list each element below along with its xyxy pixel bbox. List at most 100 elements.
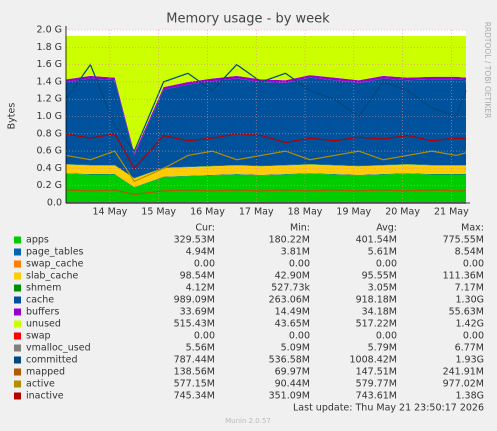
- stat-value: 6.77M: [455, 343, 484, 354]
- stat-value: 0.00: [289, 331, 310, 342]
- stat-value: 3.05M: [368, 283, 397, 294]
- line: [65, 189, 466, 195]
- stats-header: Max:: [461, 223, 484, 234]
- stat-value: 241.91M: [443, 367, 484, 378]
- stat-value: 0.00: [376, 331, 397, 342]
- area: [66, 173, 466, 188]
- stat-value: 351.09M: [269, 391, 310, 402]
- legend-label: inactive: [26, 391, 64, 402]
- y-axis-label: Bytes: [7, 103, 18, 130]
- x-tick-label: 18 May: [288, 207, 323, 218]
- x-tick-label: 20 May: [385, 207, 420, 218]
- stat-value: 0.00: [289, 259, 310, 270]
- area: [66, 164, 466, 187]
- chart-title: Memory usage - by week: [166, 12, 330, 27]
- stats-header: Min:: [290, 223, 310, 234]
- stat-value: 1.42G: [455, 319, 484, 330]
- y-tick-label: 1.6 G: [37, 59, 63, 70]
- stat-value: 5.56M: [186, 343, 215, 354]
- stat-value: 1.38G: [455, 391, 484, 402]
- legend-swatch: [14, 356, 21, 364]
- stat-value: 329.53M: [174, 235, 215, 246]
- legend-label: cache: [26, 295, 54, 306]
- legend-label: active: [26, 379, 55, 390]
- legend-label: swap_cache: [26, 259, 84, 270]
- stat-value: 1.30G: [455, 295, 484, 306]
- legend-swatch: [14, 236, 21, 244]
- stats-header: Avg:: [376, 223, 397, 234]
- legend-label: buffers: [26, 307, 59, 318]
- legend-label: page_tables: [26, 247, 84, 258]
- stat-value: 536.58M: [269, 355, 310, 366]
- y-tick-label: 0.4 G: [37, 163, 63, 174]
- area: [66, 77, 466, 179]
- x-tick-label: 16 May: [190, 207, 225, 218]
- legend-swatch: [14, 248, 21, 256]
- stat-value: 4.94M: [186, 247, 215, 258]
- y-tick-label: 1.2 G: [37, 94, 63, 105]
- line: [65, 133, 467, 170]
- x-tick-label: 21 May: [434, 207, 469, 218]
- stat-value: 517.22M: [356, 319, 397, 330]
- legend-label: swap: [26, 331, 51, 342]
- stat-value: 5.79M: [368, 343, 397, 354]
- stat-value: 0.00: [376, 259, 397, 270]
- legend-label: unused: [26, 319, 61, 330]
- version: Munin 2.0.57: [225, 417, 271, 425]
- area: [66, 36, 466, 153]
- stat-value: 5.09M: [281, 343, 310, 354]
- legend-swatch: [14, 260, 21, 268]
- stat-value: 111.36M: [443, 271, 484, 282]
- stat-value: 180.22M: [269, 235, 310, 246]
- legend-label: vmalloc_used: [26, 343, 91, 354]
- stat-value: 515.43M: [174, 319, 215, 330]
- stat-value: 33.69M: [180, 307, 215, 318]
- stat-value: 138.56M: [174, 367, 215, 378]
- legend-swatch: [14, 332, 21, 340]
- legend-swatch: [14, 272, 21, 280]
- stat-value: 7.17M: [455, 283, 484, 294]
- stat-value: 8.54M: [455, 247, 484, 258]
- stat-value: 0.00: [463, 331, 484, 342]
- line: [65, 63, 467, 153]
- legend-label: apps: [26, 235, 49, 246]
- stat-value: 0.00: [194, 259, 215, 270]
- line: [65, 150, 467, 183]
- legend-label: committed: [26, 355, 78, 366]
- stat-value: 577.15M: [174, 379, 215, 390]
- stat-value: 90.44M: [275, 379, 310, 390]
- stat-value: 4.12M: [186, 283, 215, 294]
- stat-value: 787.44M: [174, 355, 215, 366]
- stat-value: 5.61M: [368, 247, 397, 258]
- stat-value: 527.73k: [271, 283, 310, 294]
- stat-value: 43.65M: [275, 319, 310, 330]
- legend-swatch: [14, 320, 21, 328]
- stat-value: 401.54M: [356, 235, 397, 246]
- stat-value: 14.49M: [275, 307, 310, 318]
- stat-value: 98.54M: [180, 271, 215, 282]
- stat-value: 918.18M: [356, 295, 397, 306]
- y-tick-label: 0.2 G: [37, 180, 63, 191]
- y-tick-label: 1.4 G: [37, 76, 63, 87]
- area: [66, 173, 466, 203]
- stat-value: 1.93G: [455, 355, 484, 366]
- y-tick-label: 1.0 G: [37, 111, 63, 122]
- stat-value: 579.77M: [356, 379, 397, 390]
- stat-value: 34.18M: [362, 307, 397, 318]
- stat-value: 0.00: [463, 259, 484, 270]
- stats-header: Cur:: [195, 223, 215, 234]
- plot: [65, 36, 467, 204]
- stat-value: 977.02M: [443, 379, 484, 390]
- stat-value: 55.63M: [449, 307, 484, 318]
- y-tick-label: 0.6 G: [37, 146, 63, 157]
- legend-label: slab_cache: [26, 271, 78, 282]
- x-tick-label: 15 May: [141, 207, 176, 218]
- stat-value: 3.81M: [281, 247, 310, 258]
- legend-swatch: [14, 296, 21, 304]
- stat-value: 1008.42M: [350, 355, 397, 366]
- y-tick-label: 0.0: [47, 198, 62, 209]
- stat-value: 147.51M: [356, 367, 397, 378]
- stat-value: 42.90M: [275, 271, 310, 282]
- stat-value: 775.55M: [443, 235, 484, 246]
